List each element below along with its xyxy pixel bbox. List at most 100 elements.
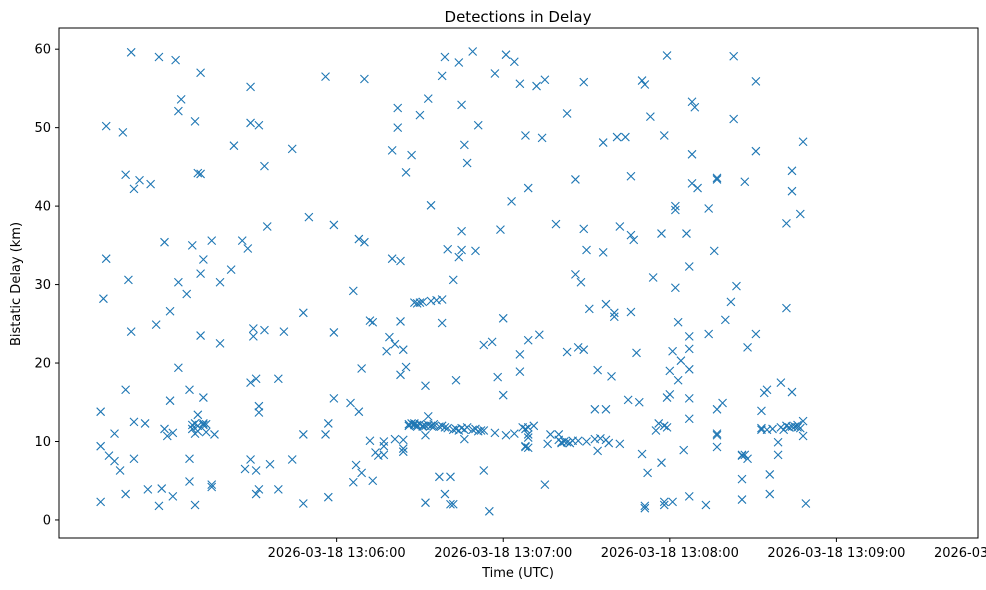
data-point: [254, 408, 264, 417]
data-point: [701, 500, 711, 510]
chart-title: Detections in Delay: [445, 8, 592, 26]
data-point: [226, 265, 236, 275]
data-point: [135, 175, 144, 185]
data-point: [415, 110, 425, 120]
data-point: [423, 94, 433, 104]
data-point: [110, 429, 119, 439]
data-point: [151, 320, 161, 329]
data-point: [401, 167, 411, 177]
data-point: [615, 439, 625, 449]
data-point: [379, 437, 389, 446]
data-point: [757, 423, 766, 433]
data-point: [573, 436, 583, 446]
data-point: [668, 346, 677, 356]
data-point: [640, 501, 650, 511]
data-point: [684, 262, 694, 271]
data-point: [329, 220, 339, 230]
data-point: [584, 304, 594, 314]
data-point: [387, 146, 397, 155]
plot-frame: [58, 27, 979, 539]
data-point: [523, 430, 533, 439]
data-point: [407, 150, 416, 160]
data-point: [198, 255, 208, 264]
data-point: [665, 390, 675, 399]
data-point: [654, 419, 664, 428]
data-point: [379, 441, 389, 451]
data-point: [396, 256, 405, 266]
data-point: [632, 348, 641, 358]
data-point: [684, 364, 694, 374]
data-point: [457, 100, 466, 110]
data-point: [254, 484, 264, 494]
data-point: [637, 76, 647, 85]
data-point: [143, 484, 153, 494]
data-point: [298, 430, 308, 439]
data-point: [118, 127, 128, 137]
data-point: [101, 121, 111, 131]
data-point: [251, 374, 261, 384]
data-point: [670, 201, 680, 211]
data-point: [101, 254, 111, 264]
data-point: [193, 168, 203, 178]
data-point: [298, 499, 308, 508]
data-point: [173, 277, 183, 287]
data-point: [140, 419, 150, 428]
data-point: [687, 149, 697, 159]
data-point: [798, 137, 808, 147]
data-point: [598, 138, 608, 147]
data-point: [265, 459, 275, 469]
data-point: [251, 466, 261, 475]
data-point: [515, 350, 525, 359]
data-point: [459, 434, 469, 444]
data-point: [507, 197, 516, 206]
data-point: [609, 312, 619, 322]
data-point: [185, 454, 194, 464]
data-point: [379, 450, 389, 460]
data-point: [165, 306, 175, 316]
data-point: [365, 436, 375, 446]
data-point: [773, 450, 783, 460]
data-point: [429, 419, 439, 429]
data-point: [459, 140, 469, 150]
data-point: [185, 477, 194, 486]
data-point: [437, 421, 447, 431]
data-point: [743, 454, 752, 464]
data-point: [446, 499, 455, 509]
data-point: [365, 316, 375, 326]
data-point: [609, 308, 619, 318]
data-point: [679, 445, 689, 455]
data-point: [590, 404, 600, 414]
data-point: [684, 331, 694, 341]
data-point: [190, 500, 200, 510]
data-point: [634, 397, 644, 407]
data-point: [246, 82, 255, 92]
data-point: [437, 295, 447, 304]
data-point: [196, 169, 205, 179]
data-point: [160, 424, 169, 434]
y-tick-label: 60: [34, 43, 51, 58]
data-point: [765, 470, 775, 479]
data-point: [348, 477, 358, 487]
data-point: [346, 398, 355, 408]
data-point: [421, 381, 430, 391]
data-point: [773, 437, 783, 447]
data-point: [357, 364, 367, 373]
data-point: [354, 407, 364, 417]
data-point: [684, 393, 694, 403]
data-point: [440, 489, 450, 499]
data-point: [737, 495, 747, 504]
data-point: [237, 236, 247, 246]
data-point: [196, 269, 205, 278]
data-point: [426, 421, 436, 431]
data-point: [662, 422, 672, 432]
data-point: [437, 71, 447, 81]
data-point: [426, 200, 436, 210]
data-point: [615, 222, 625, 231]
data-point: [368, 476, 378, 486]
y-tick-label: 30: [34, 278, 51, 293]
data-point: [579, 345, 589, 355]
data-point: [551, 219, 561, 229]
data-point: [521, 424, 530, 434]
data-point: [515, 79, 525, 89]
data-point: [329, 328, 339, 337]
